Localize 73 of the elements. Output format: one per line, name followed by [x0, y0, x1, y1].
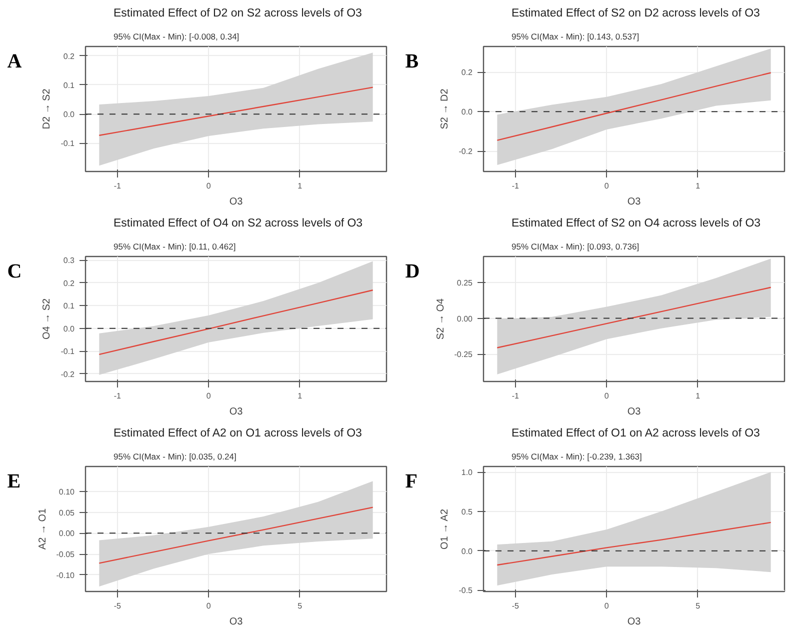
y-tick-label: -0.10 [56, 570, 76, 580]
y-tick-label: -0.2 [60, 370, 76, 379]
x-tick-label: 0 [206, 182, 212, 190]
y-tick-label: -0.25 [454, 350, 474, 360]
x-tick-label: 0 [604, 392, 610, 400]
y-tick-label: 1.0 [461, 468, 474, 478]
chart-subtitle: 95% CI(Max - Min): [0.093, 0.736] [512, 242, 640, 252]
text: B [405, 50, 419, 72]
chart-title: Estimated Effect of S2 on O4 across levels of O3 [512, 218, 761, 230]
y-tick-label: 0.1 [63, 302, 76, 311]
y-axis-title: S2 → O4 [435, 298, 446, 340]
y-tick-label: 0.2 [63, 278, 76, 288]
y-axis-title: S2 → D2 [440, 88, 451, 130]
text: C [7, 260, 22, 282]
y-tick-label: 0.2 [63, 52, 76, 61]
chart-title: Estimated Effect of O1 on A2 across levels of O3 [512, 428, 760, 440]
x-axis-title: O3 [229, 406, 244, 418]
x-tick-label: 0 [206, 392, 212, 400]
chart-title: Estimated Effect of O4 on S2 across levels of O3 [114, 218, 363, 230]
text: E [7, 470, 21, 492]
y-tick-label: 0.00 [456, 314, 474, 324]
x-tick-label: -1 [114, 392, 122, 400]
chart-title: Estimated Effect of A2 on O1 across levels of O3 [114, 428, 362, 440]
y-axis-title: D2 → S2 [42, 88, 53, 130]
text: F [405, 470, 418, 492]
x-tick-label: -1 [512, 182, 520, 190]
chart-subtitle: 95% CI(Max - Min): [-0.008, 0.34] [114, 32, 240, 42]
text: A [7, 50, 22, 72]
chart-subtitle: 95% CI(Max - Min): [0.11, 0.462] [114, 242, 236, 252]
x-tick-label: 0 [604, 182, 610, 190]
y-tick-label: 0.10 [58, 488, 76, 496]
chart-title: Estimated Effect of S2 on D2 across levels of O3 [512, 8, 760, 20]
y-tick-label: 0.3 [63, 256, 76, 266]
x-tick-label: 1 [696, 392, 701, 400]
x-tick-label: -1 [114, 182, 122, 190]
y-tick-label: 0.0 [63, 324, 76, 334]
x-tick-label: 5 [298, 602, 303, 610]
x-axis-title: O3 [627, 406, 642, 418]
y-axis-title: O4 → S2 [42, 298, 53, 340]
y-tick-label: 0.00 [58, 529, 76, 538]
y-tick-label: -0.1 [60, 347, 76, 356]
x-tick-label: 0 [206, 602, 212, 610]
x-tick-label: -1 [512, 392, 520, 400]
x-tick-label: 1 [298, 182, 303, 190]
y-tick-label: 0.05 [58, 508, 76, 518]
y-axis-title: A2 → O1 [37, 508, 48, 550]
chart-subtitle: 95% CI(Max - Min): [-0.239, 1.363] [512, 452, 642, 462]
y-tick-label: 0.2 [461, 68, 474, 78]
x-tick-label: 1 [696, 182, 701, 190]
x-axis-title: O3 [229, 616, 244, 628]
y-tick-label: 0.5 [461, 507, 474, 516]
x-tick-label: -5 [114, 602, 122, 610]
y-axis-title: O1 → A2 [440, 508, 451, 550]
y-tick-label: -0.5 [458, 586, 474, 596]
x-tick-label: -5 [512, 602, 520, 610]
y-tick-label: 0.0 [461, 108, 474, 117]
y-tick-label: -0.05 [56, 550, 76, 559]
y-tick-label: -0.1 [60, 139, 76, 148]
x-tick-label: 0 [604, 602, 610, 610]
chart-subtitle: 95% CI(Max - Min): [0.143, 0.537] [512, 32, 640, 42]
y-tick-label: 0.25 [456, 278, 474, 288]
x-axis-title: O3 [627, 196, 642, 208]
x-tick-label: 5 [696, 602, 701, 610]
y-tick-label: 0.0 [461, 546, 474, 556]
y-tick-label: 0.1 [63, 80, 76, 90]
x-axis-title: O3 [229, 196, 244, 208]
y-tick-label: 0.0 [63, 110, 76, 120]
x-tick-label: 1 [298, 392, 303, 400]
chart-title: Estimated Effect of D2 on S2 across levels of O3 [114, 8, 362, 20]
chart-subtitle: 95% CI(Max - Min): [0.035, 0.24] [114, 452, 236, 462]
text: D [405, 260, 420, 282]
x-axis-title: O3 [627, 616, 642, 628]
y-tick-label: -0.2 [458, 147, 474, 156]
